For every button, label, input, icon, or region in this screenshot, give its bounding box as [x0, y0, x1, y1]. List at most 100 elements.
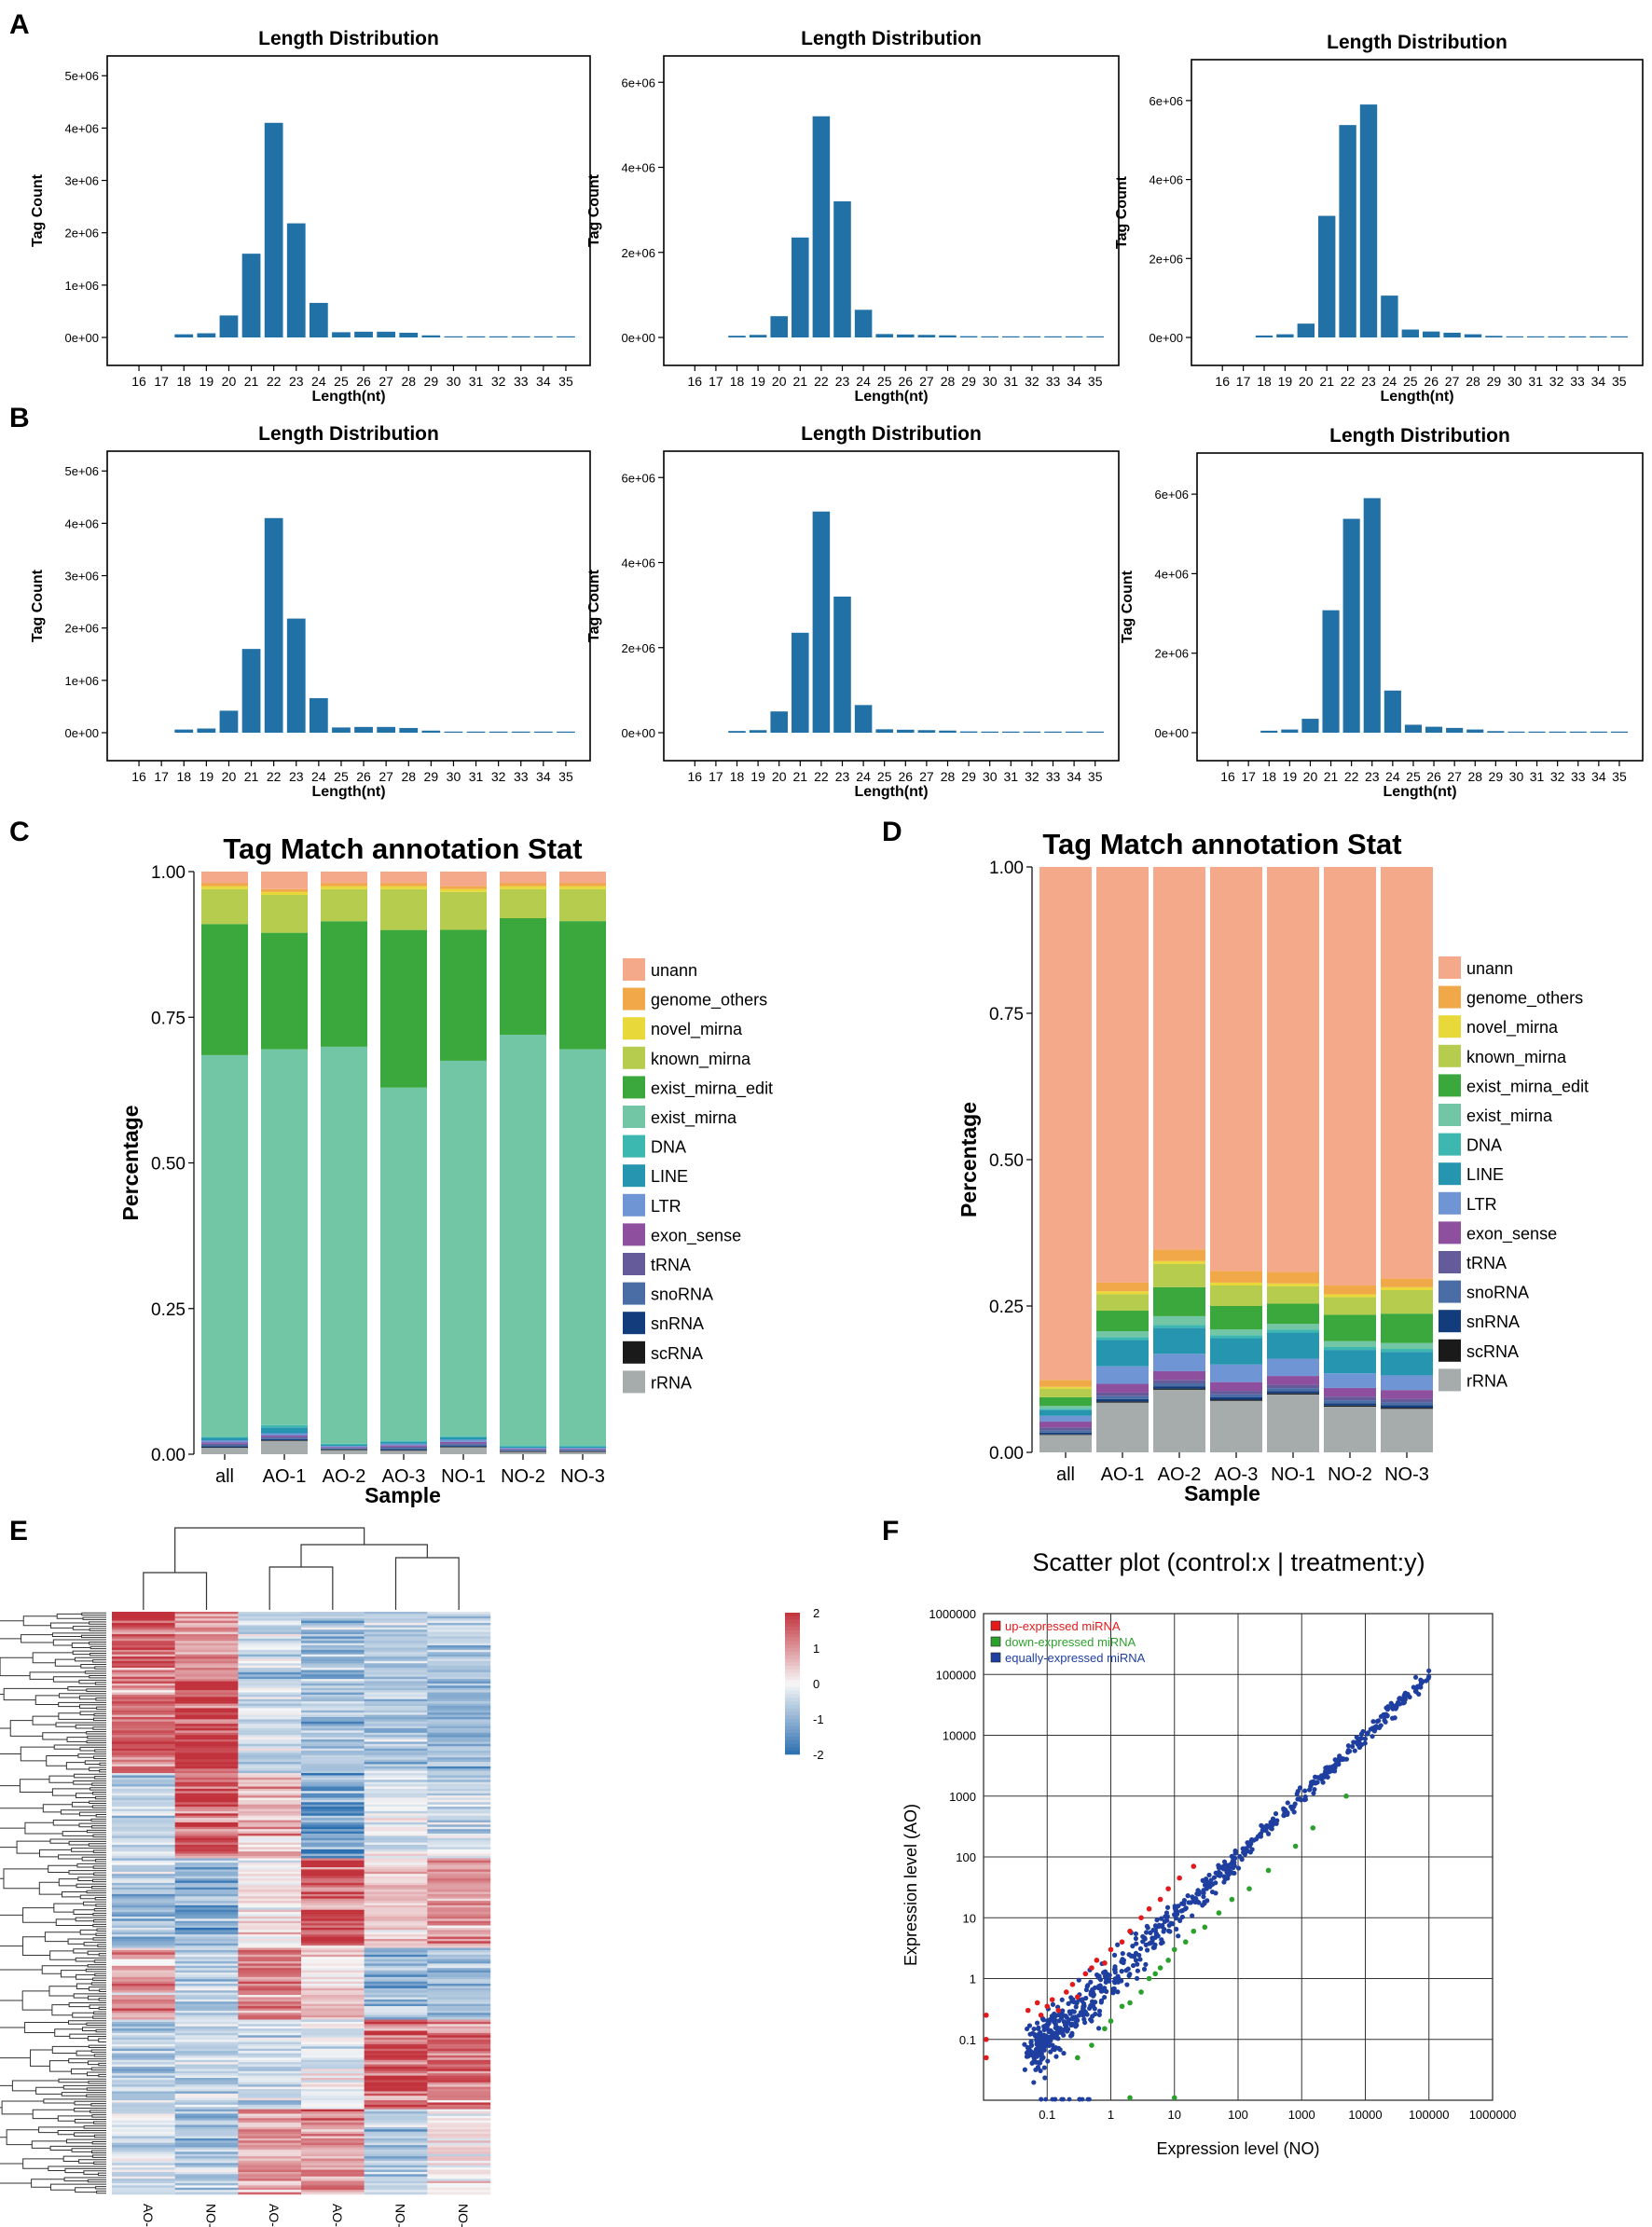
- row-dendrogram-branch: [68, 2020, 106, 2025]
- panel-label-b: B: [9, 403, 30, 433]
- legend-label-LINE: LINE: [1466, 1165, 1504, 1184]
- heatmap-cell: [364, 1847, 428, 1850]
- legend-swatch-LTR: [1439, 1191, 1461, 1215]
- segment-LINE: [321, 1444, 367, 1447]
- heatmap-cell: [238, 1853, 302, 1857]
- heatmap-cell: [238, 1759, 302, 1763]
- heatmap-cell: [301, 2006, 365, 2009]
- heatmap-cell: [112, 1743, 175, 1747]
- heatmap-cell: [427, 2069, 491, 2072]
- row-dendrogram-branch: [52, 1820, 91, 1826]
- heatmap-cell: [112, 2126, 175, 2130]
- row-dendrogram-branch: [86, 1739, 106, 1744]
- heatmap-cell: [238, 1780, 302, 1782]
- heatmap-cell: [364, 1858, 428, 1862]
- heatmap-cell: [427, 1697, 491, 1699]
- heatmap-cell: [112, 1739, 175, 1742]
- heatmap-cell: [364, 1916, 428, 1919]
- heatmap-cell: [112, 2003, 175, 2007]
- heatmap-cell: [364, 2102, 428, 2106]
- point-equally-expressed: [1069, 1999, 1075, 2004]
- heatmap-cell: [174, 1999, 239, 2002]
- segment-genome_others: [500, 883, 546, 887]
- row-dendrogram-branch: [88, 1986, 106, 1991]
- heatmap-cell: [364, 1627, 428, 1630]
- heatmap-cell: [112, 1869, 175, 1873]
- heatmap-cell: [238, 2075, 302, 2079]
- legend-swatch-exon_sense: [623, 1223, 645, 1246]
- bar-19: [1281, 729, 1299, 733]
- segment-rRNA: [1267, 1394, 1319, 1452]
- heatmap-cell: [301, 1973, 365, 1975]
- bar-34: [1065, 731, 1083, 733]
- heatmap-cell: [301, 2055, 365, 2058]
- heatmap-cell: [427, 1916, 491, 1919]
- bar-32: [489, 731, 508, 733]
- point-equally-expressed: [1257, 1832, 1263, 1837]
- heatmap-cell: [427, 1941, 491, 1945]
- segment-genome_others: [559, 883, 606, 887]
- y-tick-label: 6e+06: [1154, 488, 1189, 502]
- legend-swatch-DNA: [623, 1134, 645, 1158]
- heatmap-cell: [427, 1893, 491, 1897]
- x-tick-label: AO-1: [1101, 1464, 1145, 1485]
- point-equally-expressed: [1273, 1811, 1279, 1817]
- heatmap-cell: [301, 2140, 365, 2143]
- heatmap-cell: [174, 2006, 239, 2009]
- point-down-expressed: [1075, 2055, 1081, 2061]
- heatmap-cell: [238, 1810, 302, 1814]
- heatmap-cell: [364, 2180, 428, 2184]
- heatmap-cell: [364, 1896, 428, 1899]
- heatmap-cell: [427, 1705, 491, 1709]
- heatmap-cell: [301, 1766, 365, 1769]
- x-tick-label: 33: [514, 769, 529, 784]
- segment-unann: [201, 872, 248, 884]
- row-dendrogram-branch: [79, 1929, 97, 1935]
- heatmap-cell: [364, 2145, 428, 2148]
- heatmap-cell: [238, 1864, 302, 1868]
- heatmap-cell: [427, 1979, 491, 1982]
- x-tick-label: 20: [772, 769, 787, 784]
- column-dendrogram-branch: [174, 1527, 365, 1573]
- y-tick-label: 100000: [936, 1668, 976, 1682]
- heatmap-cell: [238, 2073, 302, 2076]
- heatmap-cell: [427, 1813, 491, 1816]
- heatmap-cell: [238, 2165, 302, 2168]
- point-equally-expressed: [1302, 1796, 1308, 1802]
- heatmap-cell: [364, 1901, 428, 1904]
- heatmap-cell: [112, 1863, 175, 1865]
- heatmap-cell: [364, 1780, 428, 1782]
- heatmap-cell: [301, 1631, 365, 1635]
- heatmap-cell: [301, 1679, 365, 1682]
- heatmap-cell: [238, 1671, 302, 1675]
- heatmap-cell: [112, 1737, 175, 1740]
- point-equally-expressed: [1137, 1957, 1143, 1962]
- colorbar-segment: [785, 1733, 800, 1738]
- heatmap-cell: [427, 1625, 491, 1629]
- colorbar-segment: [785, 1633, 800, 1638]
- x-tick-label: 30: [1509, 769, 1524, 784]
- panel-labels: A B C D E F: [9, 9, 902, 1547]
- point-equally-expressed: [1173, 1916, 1179, 1921]
- heatmap-cell: [364, 2043, 428, 2047]
- heatmap-cell: [427, 2192, 491, 2195]
- heatmap-cell: [238, 2158, 302, 2162]
- row-dendrogram-branch: [21, 1634, 54, 1643]
- heatmap-cell: [301, 1735, 365, 1738]
- row-dendrogram-branch: [16, 1840, 50, 1854]
- legend-swatch-snRNA: [623, 1312, 645, 1335]
- x-tick-label: 25: [334, 769, 349, 784]
- heatmap-cell: [238, 1786, 302, 1790]
- heatmap-cell: [174, 2104, 239, 2108]
- heatmap-cell: [238, 1649, 302, 1653]
- heatmap-cell: [427, 1710, 491, 1713]
- heatmap-cell: [238, 2102, 302, 2106]
- heatmap-cell: [174, 2013, 239, 2015]
- row-dendrogram-branch: [58, 2078, 106, 2083]
- y-tick-label: 4e+06: [64, 516, 99, 530]
- row-dendrogram-branch: [83, 1942, 106, 1946]
- heatmap-cell: [174, 1845, 239, 1848]
- segment-exist_mirna: [1381, 1342, 1433, 1350]
- heatmap-cell: [364, 1657, 428, 1659]
- row-dendrogram-branch: [87, 1950, 106, 1956]
